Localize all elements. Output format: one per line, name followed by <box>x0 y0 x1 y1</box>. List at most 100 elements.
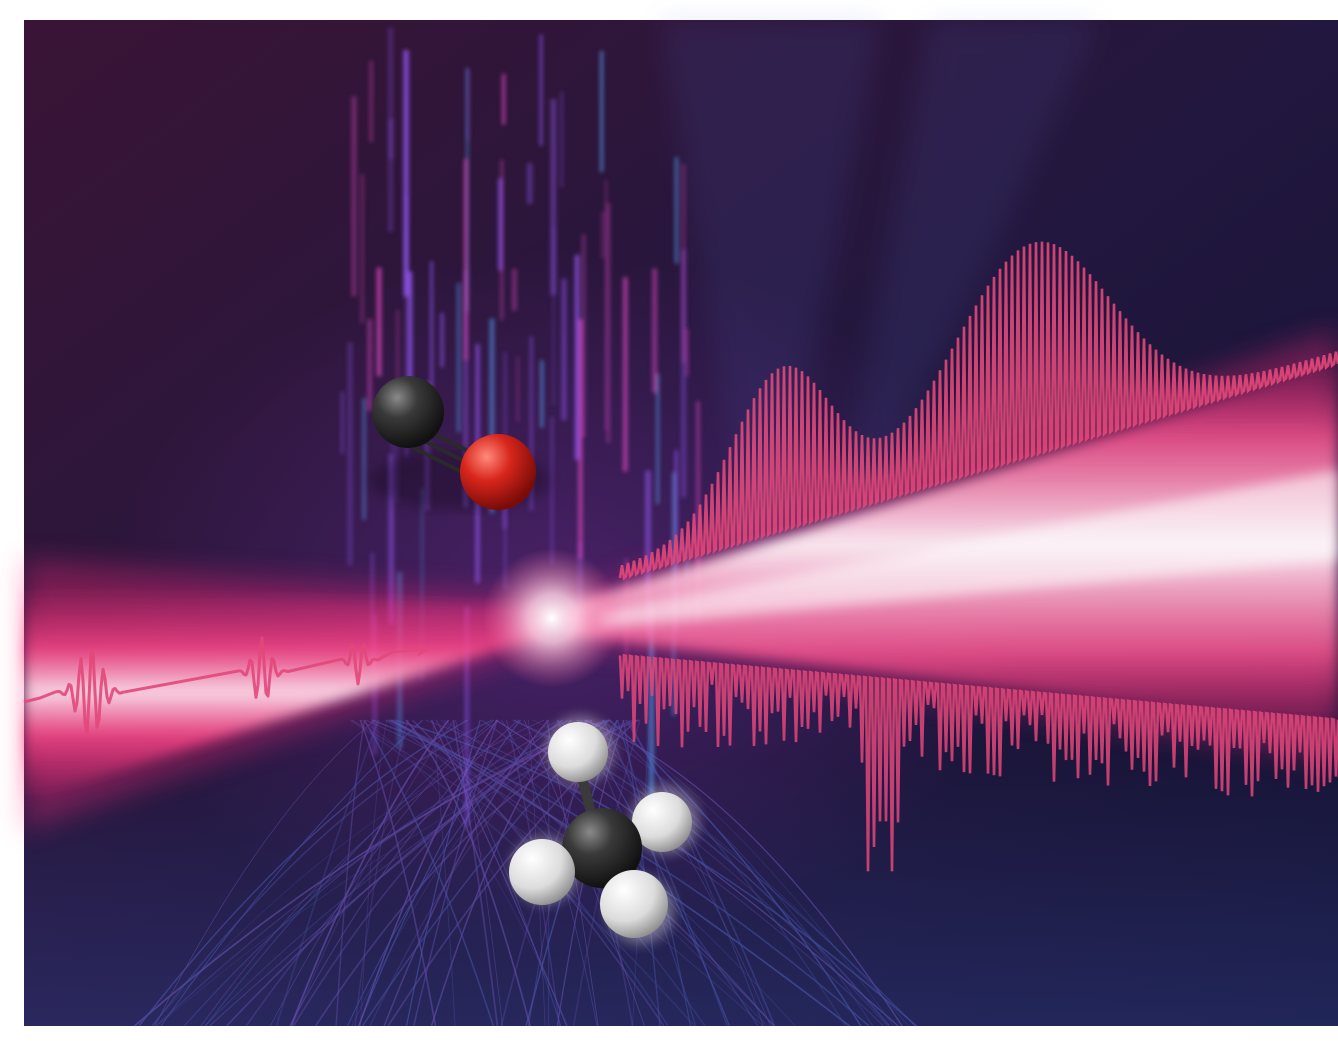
light-streak <box>552 227 555 406</box>
light-streak <box>649 601 654 845</box>
light-fiber <box>291 719 455 1027</box>
light-streak <box>696 401 700 624</box>
light-streak <box>599 51 604 173</box>
light-streak <box>367 319 372 411</box>
light-streak <box>601 212 605 259</box>
light-streak <box>516 356 519 422</box>
light-streak <box>457 283 461 433</box>
light-fiber <box>412 719 498 1027</box>
oxygen-atom <box>460 434 536 510</box>
light-fiber <box>632 719 650 1027</box>
light-streak <box>403 50 409 297</box>
light-streak <box>440 313 444 368</box>
hydrogen-atom <box>548 722 608 782</box>
light-fiber <box>430 719 568 1027</box>
light-streak <box>529 336 533 511</box>
light-streak <box>391 429 394 625</box>
light-streak <box>489 318 495 514</box>
light-fiber <box>405 719 531 1027</box>
light-streak <box>430 261 433 414</box>
laser-pulse-train-icon <box>23 636 429 738</box>
light-fiber <box>351 719 573 1027</box>
light-streak <box>388 454 394 624</box>
light-fiber <box>155 719 606 1027</box>
light-streak <box>360 174 364 324</box>
light-streak <box>466 69 469 141</box>
light-fiber <box>275 719 380 1027</box>
light-streak <box>561 278 567 421</box>
light-streak <box>362 398 366 520</box>
light-streak <box>498 178 503 271</box>
light-streak <box>581 234 586 438</box>
light-streak <box>685 328 689 377</box>
absorption-spectrum-icon <box>618 241 1338 872</box>
light-fiber <box>601 719 847 1027</box>
light-fiber <box>335 719 366 1027</box>
light-fiber <box>387 719 706 1027</box>
light-fiber <box>160 719 424 1027</box>
light-fiber <box>584 719 903 1027</box>
light-streak <box>540 360 544 428</box>
carbon-monoxide-molecule-icon <box>370 376 550 510</box>
light-streak <box>425 381 430 511</box>
light-streak <box>421 488 424 681</box>
light-streak <box>681 249 686 498</box>
light-streak <box>623 277 628 472</box>
light-streak <box>502 74 506 125</box>
light-streak <box>369 61 373 142</box>
light-fiber <box>200 719 545 1027</box>
light-fiber <box>354 719 409 1027</box>
light-fiber <box>346 719 564 1027</box>
light-fiber <box>601 719 894 1027</box>
light-streak <box>347 342 353 566</box>
light-fiber <box>245 719 570 1027</box>
light-streak <box>376 267 382 377</box>
light-streak <box>388 27 394 232</box>
light-streak <box>606 203 611 443</box>
light-fiber <box>385 719 669 1027</box>
light-streak <box>560 91 564 188</box>
light-streak <box>656 373 659 505</box>
light-streak <box>396 309 399 418</box>
light-fiber <box>602 719 728 1027</box>
light-fiber <box>151 719 563 1027</box>
light-fiber <box>500 719 598 1027</box>
light-streak <box>341 391 344 454</box>
light-streak <box>463 270 468 507</box>
light-streak <box>675 157 678 264</box>
light-fiber <box>363 719 495 1027</box>
light-streak <box>551 416 553 565</box>
light-fiber <box>357 719 522 1027</box>
light-fiber <box>154 719 376 1027</box>
light-fiber <box>608 719 862 1027</box>
light-fiber <box>138 719 468 1027</box>
carbon-atom <box>372 376 444 448</box>
light-fiber <box>225 719 589 1027</box>
light-fiber <box>358 719 498 1027</box>
light-streak <box>645 470 651 636</box>
light-fiber <box>360 719 569 1027</box>
light-streak <box>605 180 607 431</box>
light-streak <box>539 34 543 146</box>
light-fiber <box>452 719 499 1027</box>
light-fiber <box>627 719 765 1027</box>
light-streak <box>574 254 580 460</box>
light-fiber <box>205 719 495 1027</box>
light-fiber <box>360 719 388 1027</box>
light-fiber <box>270 719 500 1027</box>
light-fiber <box>151 719 493 1027</box>
light-fiber <box>290 719 450 1027</box>
light-fiber <box>435 719 562 1027</box>
hydrogen-atom <box>509 839 575 905</box>
light-fiber <box>383 719 549 1027</box>
light-streak <box>408 271 413 433</box>
light-fiber <box>625 719 776 1027</box>
light-streak <box>464 159 468 361</box>
floor-light-fibers <box>133 719 918 1027</box>
light-fiber <box>289 719 520 1027</box>
carbon-atom <box>562 808 642 888</box>
light-fiber <box>432 719 456 1027</box>
hydrogen-atom <box>632 792 692 852</box>
light-streak <box>405 196 408 457</box>
light-fiber <box>359 719 437 1027</box>
